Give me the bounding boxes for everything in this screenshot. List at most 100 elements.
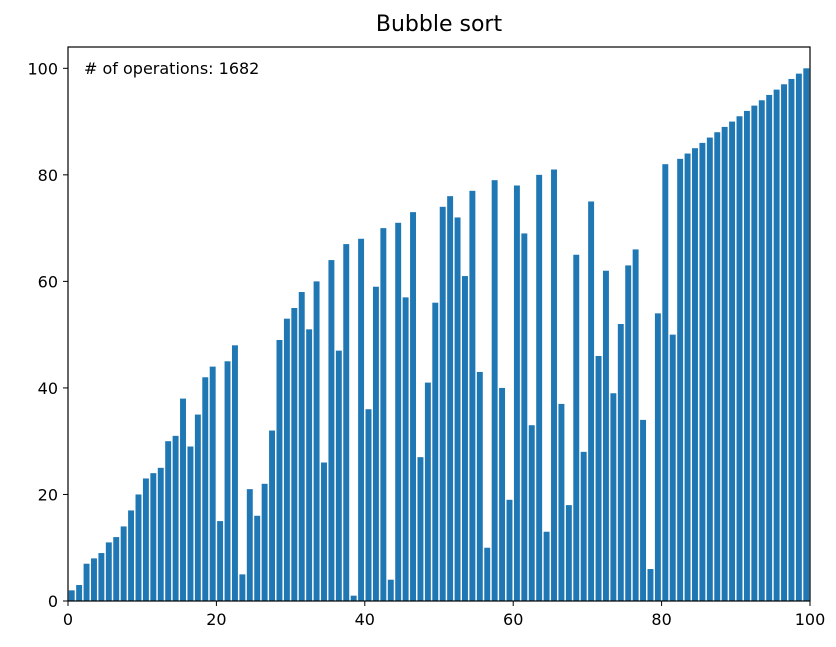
y-tick-label: 40 xyxy=(38,379,58,398)
bar xyxy=(432,302,439,601)
bar xyxy=(447,196,454,601)
bar xyxy=(291,308,298,601)
bar xyxy=(499,387,506,601)
bar xyxy=(246,489,253,601)
bar xyxy=(766,94,773,601)
x-tick-label: 0 xyxy=(63,610,73,629)
y-tick-label: 20 xyxy=(38,485,58,504)
bar xyxy=(217,521,224,601)
axes-group: 0 20 40 60 80 100 0 20 40 60 80 100 xyxy=(27,46,826,629)
bar xyxy=(781,84,787,602)
bar xyxy=(113,537,120,601)
bar xyxy=(335,350,342,601)
bar xyxy=(76,585,83,601)
bar xyxy=(321,462,327,601)
bar xyxy=(298,292,305,601)
bar xyxy=(424,382,431,601)
bar xyxy=(476,371,483,601)
x-tick-label: 20 xyxy=(206,610,226,629)
operations-counter: # of operations: 1682 xyxy=(84,59,259,78)
bar xyxy=(350,595,357,601)
bar xyxy=(640,419,647,601)
bar xyxy=(491,180,498,601)
bar xyxy=(669,334,676,601)
bar xyxy=(135,494,142,601)
bar xyxy=(165,441,172,601)
bar xyxy=(536,174,543,601)
bar xyxy=(692,148,698,601)
bar xyxy=(565,505,572,601)
chart-title: Bubble sort xyxy=(376,12,503,37)
bar xyxy=(172,435,179,601)
bar xyxy=(729,121,736,602)
bar xyxy=(128,510,135,601)
bar xyxy=(276,339,283,601)
bar xyxy=(306,329,313,601)
bar xyxy=(617,324,624,601)
bar xyxy=(714,132,721,601)
x-tick-label: 40 xyxy=(355,610,375,629)
bar xyxy=(795,73,802,601)
bars-group xyxy=(68,68,810,602)
bar xyxy=(372,286,379,601)
bar xyxy=(91,558,97,601)
y-tick-label: 60 xyxy=(38,272,58,291)
bar xyxy=(662,164,669,601)
x-tick-label: 60 xyxy=(503,610,523,629)
bar xyxy=(224,361,231,601)
bar xyxy=(706,137,713,602)
bar xyxy=(677,158,684,601)
bar xyxy=(788,78,795,601)
y-tick-label: 80 xyxy=(38,166,58,185)
bar xyxy=(328,260,335,601)
bar xyxy=(506,499,513,601)
bar xyxy=(157,467,164,601)
bar xyxy=(209,366,216,601)
bar xyxy=(380,228,387,601)
bar xyxy=(365,409,372,601)
bar xyxy=(528,425,535,601)
bar xyxy=(439,206,446,602)
bar xyxy=(469,190,476,602)
bar xyxy=(254,515,261,601)
x-tick-label: 100 xyxy=(795,610,826,629)
bar xyxy=(269,430,276,601)
bar xyxy=(98,553,105,601)
bar xyxy=(647,569,654,601)
x-tick-label: 80 xyxy=(651,610,671,629)
bar xyxy=(595,355,602,601)
bar xyxy=(194,414,201,601)
bar xyxy=(751,105,758,601)
bar xyxy=(736,116,743,601)
bar xyxy=(454,217,461,601)
bar xyxy=(187,446,194,601)
bar xyxy=(484,547,491,601)
bar xyxy=(261,483,268,601)
bar xyxy=(773,89,780,601)
bar xyxy=(105,542,112,601)
plot-frame xyxy=(67,46,811,602)
bar xyxy=(551,169,557,601)
bar xyxy=(417,457,424,601)
bar xyxy=(721,126,728,602)
bar xyxy=(632,249,639,601)
y-tick-label: 0 xyxy=(48,592,58,611)
bar xyxy=(120,526,127,601)
bar xyxy=(758,100,765,602)
bar xyxy=(283,318,290,601)
bar xyxy=(180,398,186,601)
bar xyxy=(684,153,691,602)
bar xyxy=(521,233,528,601)
bar xyxy=(654,313,661,601)
bar xyxy=(699,142,706,601)
bar xyxy=(402,297,409,601)
bar xyxy=(558,403,565,601)
bar xyxy=(743,110,750,601)
bar xyxy=(231,345,238,601)
bar xyxy=(543,531,550,601)
bar xyxy=(239,574,246,601)
bar xyxy=(410,212,416,601)
bar xyxy=(803,68,810,602)
bar xyxy=(343,244,350,601)
